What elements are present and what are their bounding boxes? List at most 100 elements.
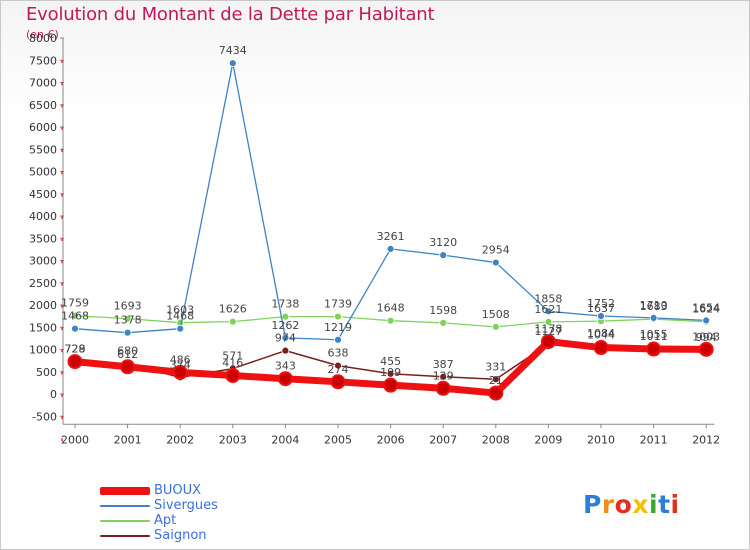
y-tick-label: 8000 xyxy=(29,32,57,45)
x-tick-label: 2003 xyxy=(219,433,247,446)
data-label-sivergues: 2954 xyxy=(482,244,510,257)
data-point-apt xyxy=(123,314,132,323)
x-tick-label: 2009 xyxy=(534,433,562,446)
data-point-saignon xyxy=(334,361,342,370)
x-tick-label: 2002 xyxy=(166,433,194,446)
logo-letter: i xyxy=(649,490,659,519)
data-label-apt: 1759 xyxy=(61,297,89,310)
x-tick-label: 2007 xyxy=(429,433,457,446)
data-point-buoux xyxy=(330,374,346,390)
y-tick-label: 500 xyxy=(36,366,57,379)
data-label-saignon: 1127 xyxy=(534,325,562,338)
data-label-apt: 1693 xyxy=(114,300,142,313)
y-tick-label: -500 xyxy=(32,410,57,423)
data-label-sivergues: 7434 xyxy=(219,44,247,57)
legend-label-sivergues: Sivergues xyxy=(154,498,218,513)
data-label-saignon: 994 xyxy=(696,331,717,344)
y-tick-label: 3000 xyxy=(29,255,57,268)
data-point-buoux xyxy=(698,341,714,357)
logo-letter: x xyxy=(632,490,649,519)
legend-label-saignon: Saignon xyxy=(154,528,207,543)
data-point-apt xyxy=(228,317,237,326)
y-tick-label: 6500 xyxy=(29,99,57,112)
legend-item-sivergues: Sivergues xyxy=(100,498,300,514)
x-tick-label: 2005 xyxy=(324,433,352,446)
legend-item-buoux: BUOUX xyxy=(100,483,300,499)
data-point-apt xyxy=(491,322,500,331)
data-label-sivergues: 1378 xyxy=(114,314,142,327)
data-point-sivergues xyxy=(71,324,79,333)
data-point-buoux xyxy=(540,334,556,350)
data-label-buoux: 612 xyxy=(117,348,138,361)
data-point-buoux xyxy=(383,377,399,393)
logo-letter: i xyxy=(670,490,680,519)
chart-subtitle: (en €) xyxy=(26,28,59,41)
data-point-sivergues xyxy=(649,314,658,322)
x-tick-label: 2011 xyxy=(640,433,668,446)
legend-swatch-buoux xyxy=(100,487,150,495)
y-tick-label: 4500 xyxy=(29,188,57,201)
logo-letter: o xyxy=(614,490,633,519)
data-label-apt: 1637 xyxy=(587,302,615,315)
legend-label-apt: Apt xyxy=(154,513,177,528)
data-label-sivergues: 1654 xyxy=(692,301,720,314)
data-label-buoux: 1178 xyxy=(534,323,562,336)
data-point-saignon xyxy=(439,372,448,381)
data-label-apt: 1626 xyxy=(219,303,247,316)
data-label-apt: 1683 xyxy=(640,300,668,313)
data-label-saignon: 455 xyxy=(380,355,401,368)
legend-label-buoux: BUOUX xyxy=(154,483,202,498)
data-point-sivergues xyxy=(702,316,711,325)
data-point-sivergues xyxy=(228,59,237,68)
data-point-buoux xyxy=(593,340,609,356)
data-point-sivergues xyxy=(597,312,605,320)
logo-letter: t xyxy=(658,490,671,519)
data-label-sivergues: 1219 xyxy=(324,321,352,334)
data-point-apt xyxy=(71,311,79,320)
data-point-buoux xyxy=(67,354,83,370)
data-point-buoux xyxy=(120,359,136,375)
x-tick-label: 2008 xyxy=(482,433,510,446)
y-tick-label: 6000 xyxy=(29,121,57,134)
y-tick-label: 4000 xyxy=(29,210,57,223)
y-tick-label: 5500 xyxy=(29,143,57,156)
data-label-saignon: 374 xyxy=(170,358,191,371)
data-label-sivergues: 1262 xyxy=(271,319,299,332)
data-label-apt: 1738 xyxy=(271,298,299,311)
data-label-sivergues: 1710 xyxy=(640,299,668,312)
data-point-sivergues xyxy=(544,307,553,316)
data-label-buoux: 1044 xyxy=(587,329,615,342)
data-label-saignon: 331 xyxy=(485,360,506,373)
data-label-sivergues: 3120 xyxy=(429,236,457,249)
data-label-saignon: 974 xyxy=(275,332,296,345)
x-tick-label: 2012 xyxy=(692,433,720,446)
data-label-sivergues: 1468 xyxy=(166,310,194,323)
data-label-buoux: 21 xyxy=(489,374,503,387)
data-point-apt xyxy=(386,316,395,325)
data-point-apt xyxy=(544,317,553,326)
data-label-apt: 1648 xyxy=(377,302,405,315)
data-label-buoux: 343 xyxy=(275,360,296,373)
data-label-buoux: 1003 xyxy=(692,330,720,343)
data-point-buoux xyxy=(225,367,241,383)
data-point-buoux xyxy=(172,364,188,380)
data-label-buoux: 129 xyxy=(433,369,454,382)
data-point-sivergues xyxy=(491,258,500,267)
x-tick-label: 2010 xyxy=(587,433,615,446)
data-point-apt xyxy=(439,318,448,327)
data-label-saignon: 387 xyxy=(433,358,454,371)
data-point-buoux xyxy=(488,385,504,401)
proxiti-logo: Proxiti xyxy=(583,490,680,519)
data-label-sivergues: 1858 xyxy=(534,292,562,305)
data-point-saignon xyxy=(491,375,500,384)
x-tick-label: 2004 xyxy=(271,433,299,446)
data-point-sivergues xyxy=(176,324,185,333)
logo-letter: P xyxy=(583,490,602,519)
y-tick-label: 1500 xyxy=(29,321,57,334)
y-tick-label: 0 xyxy=(50,388,57,401)
data-label-apt: 1603 xyxy=(166,304,194,317)
data-label-sivergues: 3261 xyxy=(377,230,405,243)
data-label-apt: 1598 xyxy=(429,304,457,317)
data-point-saignon xyxy=(281,346,290,355)
